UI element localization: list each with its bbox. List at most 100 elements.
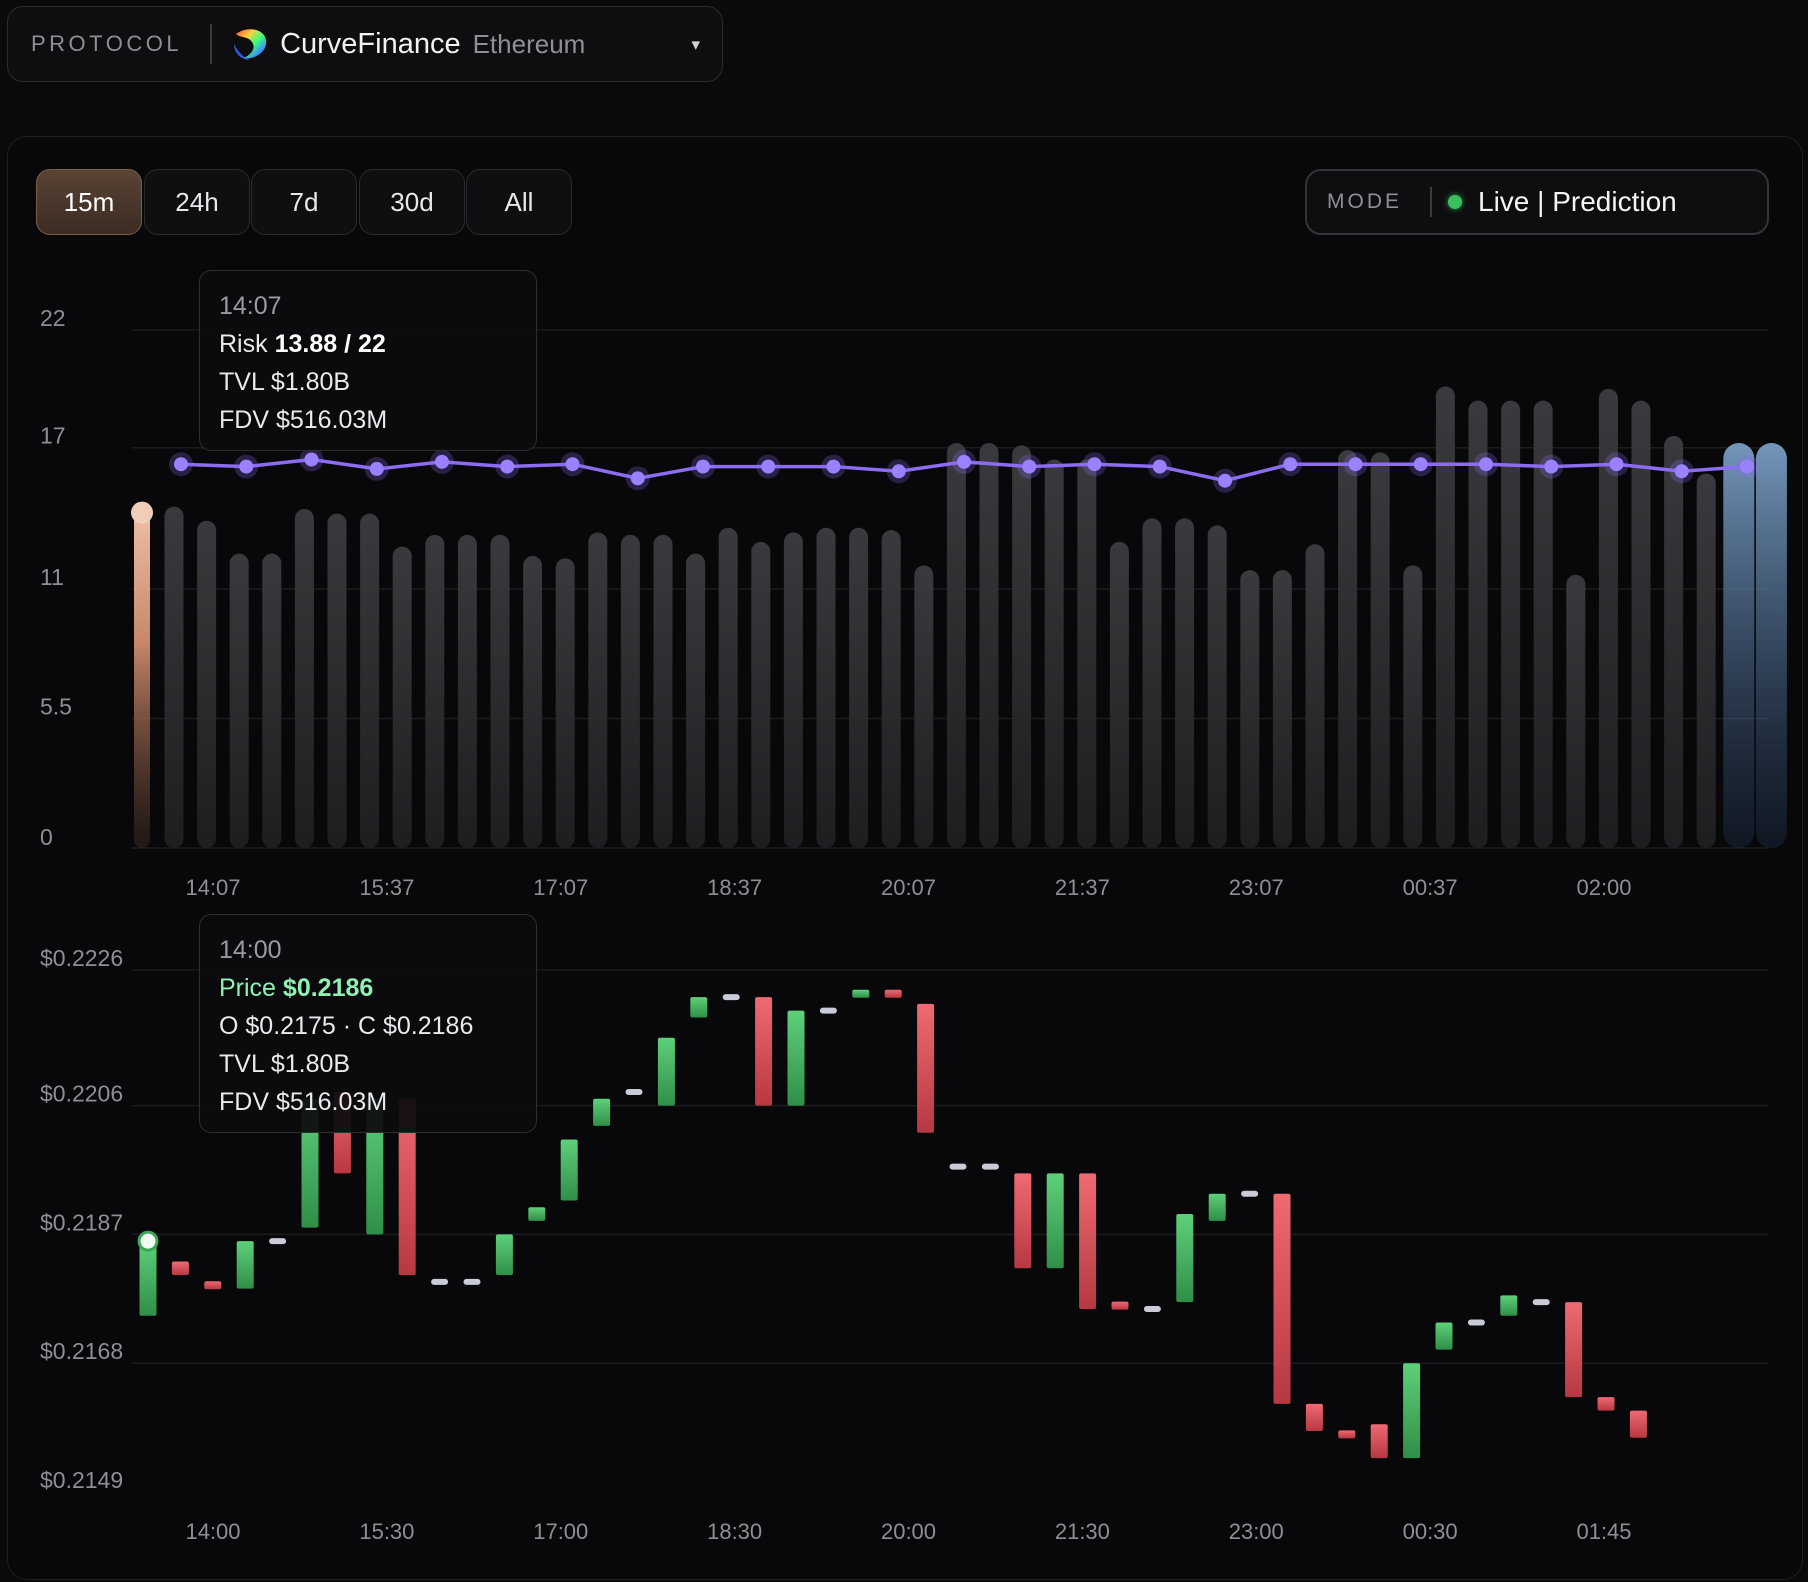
price-candle-down	[1597, 1397, 1615, 1411]
price-candle-flat	[625, 1089, 643, 1096]
price-y-tick-label: $0.2206	[40, 1081, 123, 1107]
range-button-15m[interactable]: 15m	[36, 169, 142, 235]
price-y-tick-label: $0.2187	[40, 1209, 123, 1235]
risk-bar	[1012, 445, 1032, 848]
risk-first-marker	[131, 501, 153, 524]
risk-point	[369, 461, 384, 476]
risk-tooltip-tvl: TVL $1.80B	[219, 368, 351, 396]
caret-down-icon[interactable]: ▾	[691, 35, 700, 54]
price-candle-up	[1500, 1295, 1518, 1316]
risk-bar	[783, 532, 803, 848]
risk-bar	[1403, 565, 1423, 848]
risk-point	[565, 457, 580, 472]
price-tooltip-time: 14:00	[219, 936, 282, 964]
risk-bar	[1501, 400, 1521, 848]
price-x-tick-label: 14:00	[185, 1519, 240, 1544]
price-candle-down	[398, 1098, 416, 1276]
price-candle-up	[593, 1098, 611, 1126]
risk-bar	[914, 565, 934, 848]
risk-point	[1740, 459, 1754, 474]
risk-point	[826, 459, 841, 474]
risk-x-tick-label: 02:00	[1576, 875, 1631, 900]
price-candle-flat	[722, 994, 740, 1001]
price-candle-up	[1208, 1193, 1226, 1221]
risk-bar	[197, 520, 217, 848]
price-candle-up	[495, 1234, 513, 1276]
price-x-tick-label: 23:00	[1229, 1519, 1284, 1544]
price-candle-down	[1565, 1302, 1583, 1398]
risk-bar	[1240, 570, 1260, 848]
price-candle-down	[917, 1003, 935, 1133]
risk-point	[1348, 457, 1363, 472]
risk-point	[957, 454, 971, 469]
price-candle-up	[1176, 1214, 1194, 1303]
price-candle-flat	[1532, 1299, 1550, 1306]
risk-tooltip-risk: Risk 13.88 / 22	[219, 325, 517, 363]
risk-bar	[294, 508, 314, 848]
risk-point	[1544, 459, 1559, 474]
mode-label: MODE	[1327, 190, 1402, 213]
risk-point	[1413, 457, 1428, 472]
risk-tooltip-risk-value: 13.88 / 22	[274, 330, 386, 358]
price-candle-flat	[269, 1238, 287, 1245]
risk-bar	[1468, 400, 1488, 848]
risk-bar	[1272, 570, 1292, 848]
risk-point	[1283, 457, 1298, 472]
protocol-chain: Ethereum	[472, 28, 586, 59]
risk-bar	[816, 527, 836, 848]
risk-y-tick-label: 11	[40, 564, 64, 590]
risk-point	[304, 452, 319, 467]
price-candle-flat	[431, 1278, 449, 1285]
risk-bar	[1631, 400, 1651, 848]
risk-point	[239, 459, 254, 474]
price-candle-down	[884, 989, 902, 998]
price-candle-flat	[819, 1007, 837, 1014]
risk-bar	[392, 546, 412, 848]
price-candle-down	[1305, 1403, 1323, 1431]
risk-bar	[457, 534, 477, 848]
risk-bar	[555, 558, 575, 848]
price-candle-flat	[1143, 1305, 1161, 1312]
protocol-label: PROTOCOL	[31, 31, 183, 56]
risk-point	[761, 459, 776, 474]
price-first-marker	[137, 1230, 159, 1252]
risk-bar	[718, 527, 738, 848]
risk-bar	[1175, 518, 1195, 848]
price-candle-flat	[981, 1163, 999, 1170]
risk-bar	[229, 553, 249, 848]
risk-bar	[1533, 400, 1553, 848]
mode-selector[interactable]: MODE Live | Prediction	[1305, 169, 1769, 235]
range-button-24h[interactable]: 24h	[144, 169, 250, 235]
risk-bar	[1755, 443, 1787, 848]
risk-bar	[751, 541, 771, 848]
price-candle-up	[657, 1037, 675, 1106]
risk-bar	[262, 553, 282, 848]
risk-x-tick-label: 00:37	[1403, 875, 1458, 900]
risk-point	[1479, 457, 1493, 472]
risk-bar	[686, 553, 706, 848]
risk-point	[500, 459, 515, 474]
price-tooltip-fdv: FDV $516.03M	[219, 1088, 388, 1116]
price-candle-down	[1273, 1193, 1291, 1404]
risk-bar	[1723, 443, 1755, 848]
price-candle-flat	[463, 1278, 481, 1285]
risk-bar	[1044, 459, 1064, 848]
range-button-all[interactable]: All	[466, 169, 572, 235]
protocol-selector[interactable]: PROTOCOL CurveFinance Ethereum ▾	[7, 6, 723, 82]
range-button-30d[interactable]: 30d	[359, 169, 465, 235]
risk-bar	[1435, 386, 1455, 848]
risk-bar	[1077, 459, 1097, 848]
price-x-tick-label: 20:00	[881, 1519, 936, 1544]
price-y-tick-label: $0.2226	[40, 945, 123, 971]
live-status-dot	[1448, 195, 1462, 209]
risk-bar	[425, 534, 445, 848]
risk-x-tick-label: 23:07	[1229, 875, 1284, 900]
risk-bar	[1305, 544, 1325, 848]
price-candle-flat	[1467, 1319, 1485, 1326]
price-x-tick-label: 18:30	[707, 1519, 762, 1544]
range-button-7d[interactable]: 7d	[251, 169, 357, 235]
risk-point	[696, 459, 710, 474]
price-x-tick-label: 17:00	[533, 1519, 588, 1544]
price-candle-up	[852, 989, 870, 998]
